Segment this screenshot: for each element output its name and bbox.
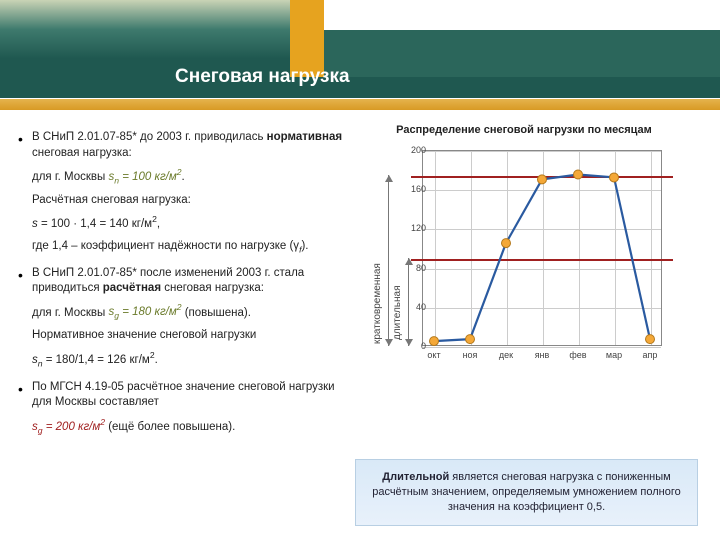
- content-area: В СНиП 2.01.07-85* до 2003 г. приводилас…: [0, 110, 720, 540]
- x-tick-label: янв: [535, 350, 550, 360]
- x-tick-label: дек: [499, 350, 513, 360]
- y-tick-label: 200: [411, 145, 426, 155]
- axis-label-long: длительная: [392, 248, 403, 340]
- y-tick-label: 120: [411, 223, 426, 233]
- snow-chart: длительная кратковременная 0408012016020…: [374, 150, 674, 375]
- text-column: В СНиП 2.01.07-85* до 2003 г. приводилас…: [0, 110, 350, 540]
- bullet-3: По МГСН 4.19-05 расчётное значение снего…: [14, 380, 346, 437]
- chart-column: Распределение снеговой нагрузки по месяц…: [350, 110, 720, 540]
- y-tick-label: 40: [416, 302, 426, 312]
- x-tick-label: окт: [427, 350, 440, 360]
- x-tick-label: апр: [643, 350, 658, 360]
- x-tick-label: фев: [569, 350, 586, 360]
- y-tick-label: 0: [421, 341, 426, 351]
- header-decor: [290, 0, 720, 77]
- accent-bar: [0, 98, 720, 110]
- x-tick-label: мар: [606, 350, 622, 360]
- chart-title: Распределение снеговой нагрузки по месяц…: [358, 124, 690, 136]
- axis-label-short: кратковременная: [372, 194, 383, 344]
- x-tick-label: ноя: [463, 350, 478, 360]
- slide-header: Снеговая нагрузка: [0, 0, 720, 98]
- slide-title: Снеговая нагрузка: [175, 66, 350, 88]
- bullet-1: В СНиП 2.01.07-85* до 2003 г. приводилас…: [14, 130, 346, 256]
- callout-box: Длительной является снеговая нагрузка с …: [355, 459, 698, 526]
- bullet-2: В СНиП 2.01.07-85* после изменений 2003 …: [14, 266, 346, 370]
- y-tick-label: 160: [411, 184, 426, 194]
- y-tick-label: 80: [416, 263, 426, 273]
